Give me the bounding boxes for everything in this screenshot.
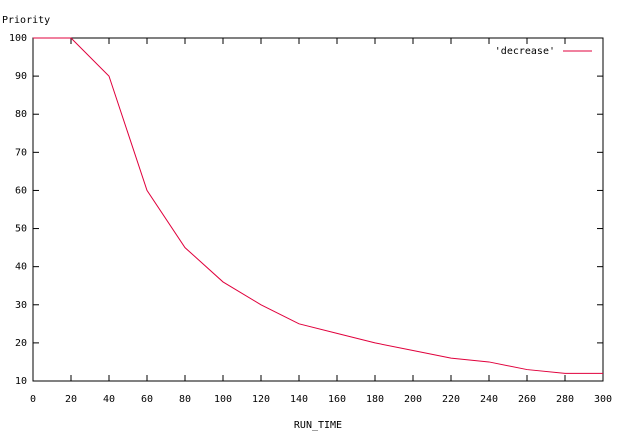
y-tick-label: 10 xyxy=(15,376,27,387)
y-tick-label: 60 xyxy=(15,185,27,196)
x-axis-label: RUN_TIME xyxy=(294,420,342,431)
x-tick-label: 180 xyxy=(366,394,384,405)
x-tick-label: 280 xyxy=(556,394,574,405)
y-tick-label: 30 xyxy=(15,300,27,311)
legend-label: 'decrease' xyxy=(495,46,555,57)
x-tick-label: 20 xyxy=(65,394,77,405)
y-tick-label: 50 xyxy=(15,224,27,235)
y-tick-label: 80 xyxy=(15,109,27,120)
x-tick-label: 0 xyxy=(30,394,36,405)
y-tick-label: 90 xyxy=(15,71,27,82)
plot-frame xyxy=(32,37,604,382)
x-tick-label: 40 xyxy=(103,394,115,405)
y-tick-label: 40 xyxy=(15,262,27,273)
y-tick-label: 70 xyxy=(15,147,27,158)
x-tick-label: 160 xyxy=(328,394,346,405)
y-tick-label: 100 xyxy=(9,33,27,44)
x-tick-label: 240 xyxy=(480,394,498,405)
x-tick-label: 220 xyxy=(442,394,460,405)
x-tick-label: 140 xyxy=(290,394,308,405)
x-tick-label: 60 xyxy=(141,394,153,405)
data-line xyxy=(33,37,603,374)
x-tick-label: 120 xyxy=(252,394,270,405)
x-tick-label: 200 xyxy=(404,394,422,405)
y-axis-label: Priority xyxy=(2,15,50,26)
y-tick-label: 20 xyxy=(15,338,27,349)
x-tick-label: 100 xyxy=(214,394,232,405)
x-tick-label: 300 xyxy=(594,394,612,405)
x-tick-label: 260 xyxy=(518,394,536,405)
x-tick-label: 80 xyxy=(179,394,191,405)
